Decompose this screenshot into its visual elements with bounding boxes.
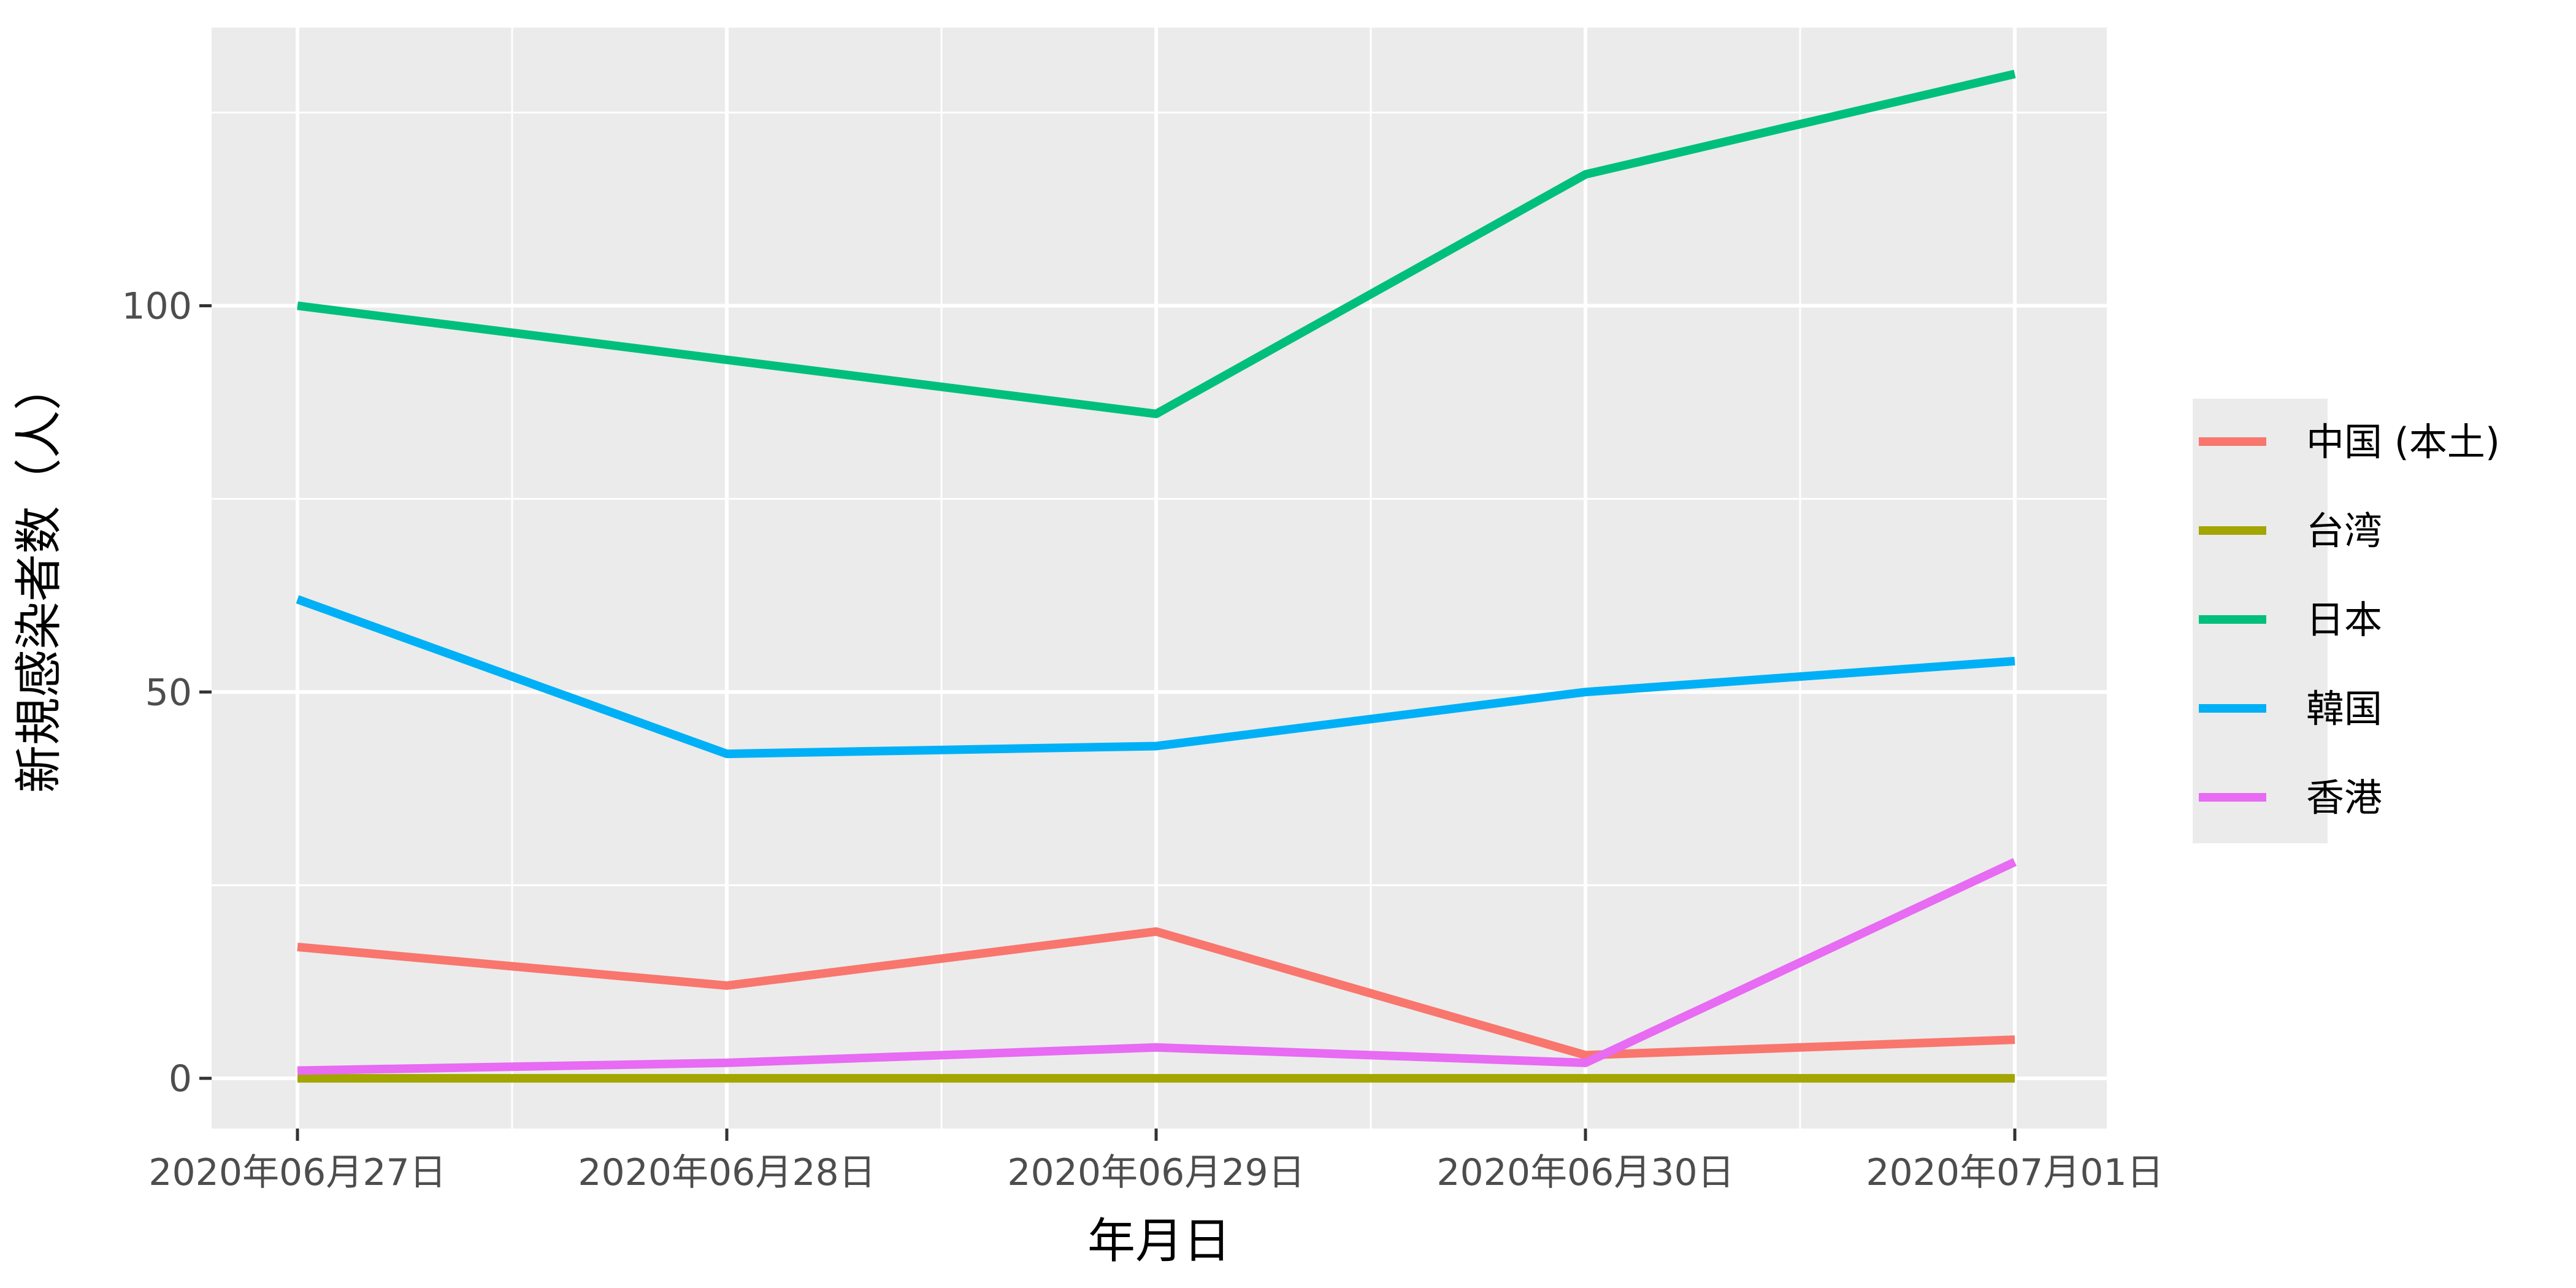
- x-tick-label: 2020年06月28日: [578, 1151, 875, 1194]
- x-axis: 2020年06月27日 2020年06月28日 2020年06月29日 2020年06…: [148, 1129, 2164, 1194]
- x-tick-label: 2020年06月27日: [148, 1151, 446, 1194]
- series-line: [297, 927, 2015, 1060]
- series-line: [296, 595, 2015, 759]
- legend-label: 香港: [2306, 775, 2382, 820]
- y-axis: 0 50 100: [121, 285, 212, 1100]
- y-tick-label: 0: [169, 1057, 192, 1100]
- x-axis-title: 年月日: [1087, 1214, 1231, 1269]
- legend-label: 中国 (本土): [2306, 420, 2500, 464]
- x-tick-label: 2020年06月30日: [1436, 1151, 1734, 1194]
- series-lines: [296, 69, 2017, 1083]
- series-line: [297, 858, 2017, 1075]
- minor-gridlines: [212, 28, 2107, 1129]
- x-tick-label: 2020年07月01日: [1866, 1151, 2163, 1194]
- legend-label: 日本: [2306, 597, 2382, 642]
- legend-label: 韓国: [2306, 686, 2382, 731]
- x-tick-label: 2020年06月29日: [1007, 1151, 1305, 1194]
- y-axis-title: 新規感染者数（人）: [12, 362, 67, 793]
- y-tick-label: 50: [145, 671, 192, 714]
- y-tick-label: 100: [121, 285, 192, 328]
- legend-label: 台湾: [2306, 508, 2382, 553]
- plot-panel: [212, 28, 2107, 1129]
- series-line: [297, 69, 2016, 418]
